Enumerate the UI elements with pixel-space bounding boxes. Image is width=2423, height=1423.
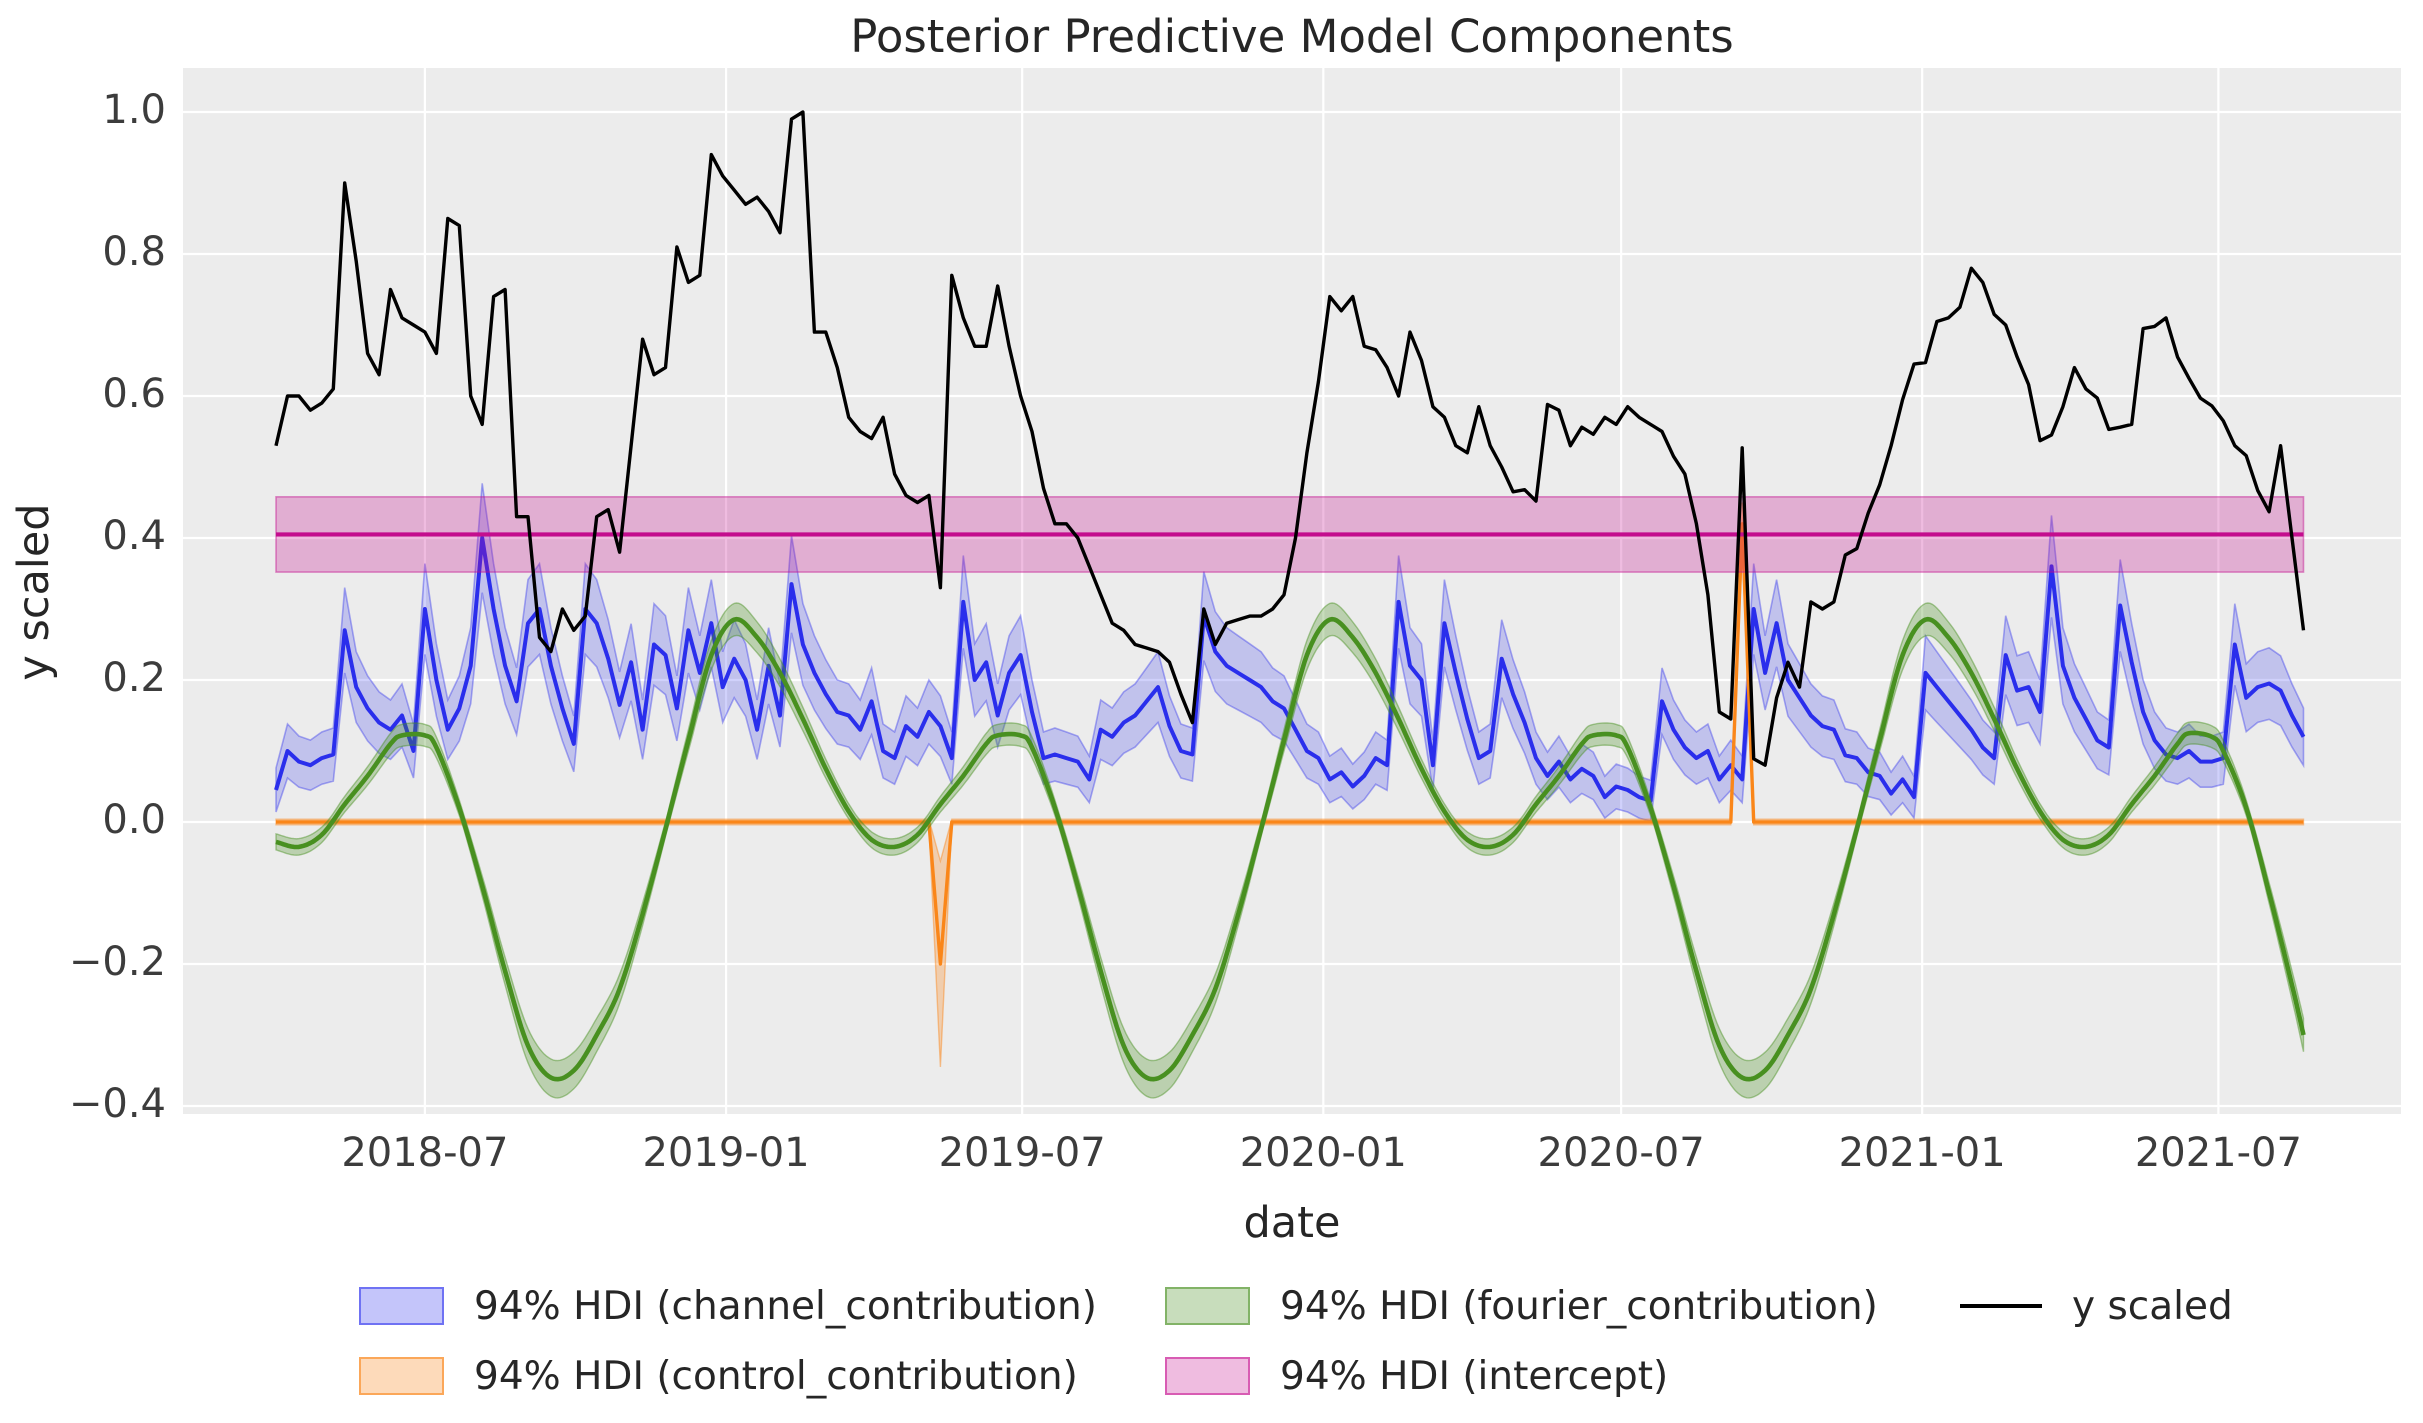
legend-label: 94% HDI (control_contribution)	[474, 1353, 1078, 1399]
y-tick-label: 0.8	[102, 229, 166, 275]
legend-label: 94% HDI (intercept)	[1280, 1353, 1669, 1399]
x-tick-label: 2019-01	[642, 1130, 810, 1176]
legend-label: 94% HDI (channel_contribution)	[474, 1283, 1097, 1329]
y-tick-label: 0.6	[102, 371, 166, 417]
x-tick-label: 2021-01	[1838, 1130, 2006, 1176]
x-tick-label: 2018-07	[341, 1130, 509, 1176]
y-tick-label: 1.0	[102, 87, 166, 133]
channel-hdi-swatch	[359, 1287, 444, 1325]
y-tick-label: 0.0	[102, 797, 166, 843]
y-tick-label: −0.4	[68, 1081, 166, 1127]
chart-title: Posterior Predictive Model Components	[850, 10, 1734, 63]
y-scaled-line-sample	[1960, 1304, 2042, 1308]
y-axis-label: y scaled	[9, 503, 59, 681]
y-tick-label: −0.2	[68, 939, 166, 985]
y-tick-label: 0.4	[102, 513, 166, 559]
x-tick-label: 2020-01	[1239, 1130, 1407, 1176]
x-tick-label: 2019-07	[938, 1130, 1106, 1176]
x-tick-label: 2020-07	[1537, 1130, 1705, 1176]
legend-item-channel: 94% HDI (channel_contribution)	[359, 1283, 1097, 1329]
legend-item-fourier: 94% HDI (fourier_contribution)	[1165, 1283, 1878, 1329]
fourier-hdi-swatch	[1165, 1287, 1250, 1325]
legend-item-control: 94% HDI (control_contribution)	[359, 1353, 1078, 1399]
legend-item-y-scaled: y scaled	[1960, 1283, 2233, 1329]
x-axis-label: date	[1243, 1198, 1341, 1248]
y-tick-label: 0.2	[102, 655, 166, 701]
intercept-hdi-swatch	[1165, 1357, 1250, 1395]
legend-item-intercept: 94% HDI (intercept)	[1165, 1353, 1669, 1399]
legend-label: y scaled	[2072, 1283, 2233, 1329]
x-tick-label: 2021-07	[2134, 1130, 2302, 1176]
control-hdi-swatch	[359, 1357, 444, 1395]
legend-label: 94% HDI (fourier_contribution)	[1280, 1283, 1878, 1329]
